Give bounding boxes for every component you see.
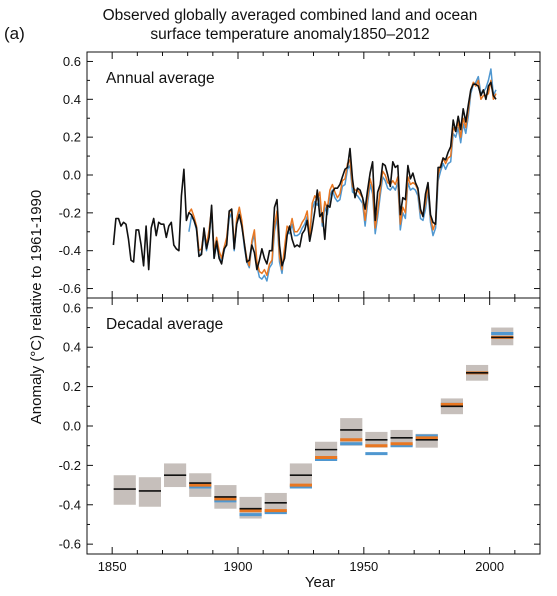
- annual-line-orange: [188, 79, 497, 277]
- y-tick-label: 0.2: [63, 379, 81, 394]
- y-tick-label: 0.2: [63, 130, 81, 145]
- y-tick-label: -0.4: [59, 497, 81, 512]
- x-tick-label: 1850: [98, 559, 127, 574]
- y-tick-label: 0.6: [63, 54, 81, 69]
- axis-tick-labels: -0.6 -0.4 -0.2 0.0 0.2 0.4 0.6 -0.6 -0.4 -0.2 0.0 0…: [59, 54, 505, 574]
- y-tick-label: -0.4: [59, 243, 81, 258]
- chart-title-line-1: Observed globally averaged combined land…: [102, 7, 478, 24]
- x-tick-label: 2000: [475, 559, 504, 574]
- annual-panel-label: Annual average: [106, 70, 215, 87]
- y-tick-label: -0.6: [59, 281, 81, 296]
- decadal-panel-label: Decadal average: [106, 316, 223, 333]
- panel-label: (a): [4, 24, 25, 43]
- y-axis-title: Anomaly (°C) relative to 1961-1990: [28, 190, 45, 424]
- decadal-panel-frame: [86, 297, 541, 555]
- y-tick-label: -0.6: [59, 537, 81, 552]
- decade-uncertainty-box: [138, 477, 161, 507]
- decadal-uncertainty-boxes: [113, 327, 514, 519]
- y-tick-label: -0.2: [59, 458, 81, 473]
- axis-ticks: [87, 52, 540, 554]
- y-tick-label: 0.4: [63, 92, 81, 107]
- chart-title-line-2: surface temperature anomaly1850–2012: [150, 26, 430, 43]
- y-tick-label: 0.0: [63, 419, 81, 434]
- y-tick-label: 0.4: [63, 340, 81, 355]
- chart-title: Observed globally averaged combined land…: [80, 6, 500, 44]
- decade-uncertainty-box: [315, 441, 338, 460]
- y-tick-label: 0.6: [63, 300, 81, 315]
- y-tick-label: 0.0: [63, 168, 81, 183]
- annual-series-lines: [112, 68, 497, 282]
- y-tick-label: -0.2: [59, 205, 81, 220]
- x-tick-label: 1900: [224, 559, 253, 574]
- x-tick-label: 1950: [349, 559, 378, 574]
- decade-uncertainty-box: [113, 475, 136, 505]
- decadal-series-bars: [113, 331, 514, 517]
- x-axis-title: Year: [305, 574, 335, 591]
- annual-line-black: [112, 81, 497, 271]
- decade-uncertainty-box: [340, 418, 363, 446]
